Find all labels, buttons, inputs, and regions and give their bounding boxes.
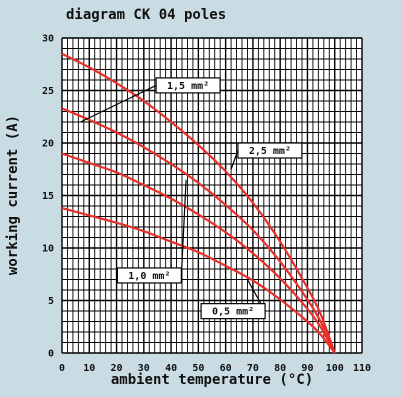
x-tick-label: 10 xyxy=(83,363,95,374)
annotation-box xyxy=(116,267,182,284)
x-tick-label: 100 xyxy=(326,363,344,374)
x-tick-label: 50 xyxy=(192,363,204,374)
annotation-leader-line xyxy=(180,179,187,276)
series-line-2 xyxy=(61,107,336,354)
annotation-leader-line xyxy=(230,150,239,170)
x-tick-label: 60 xyxy=(220,363,232,374)
series-label-2: 2,5 mm² xyxy=(249,146,291,157)
x-tick-label: 20 xyxy=(111,363,123,374)
y-tick-label: 10 xyxy=(42,244,54,255)
annotation-box xyxy=(237,142,303,159)
chart-title: diagram CK 04 poles xyxy=(66,7,227,23)
x-tick-label: 70 xyxy=(247,363,259,374)
series-line-3 xyxy=(61,152,336,354)
x-tick-label: 0 xyxy=(59,363,65,374)
y-tick-label: 25 xyxy=(42,86,54,97)
x-tick-label: 30 xyxy=(138,363,150,374)
y-tick-label: 15 xyxy=(42,191,54,202)
y-tick-label: 5 xyxy=(48,296,54,307)
series-label-4: 0,5 mm² xyxy=(212,307,254,318)
x-tick-label: 80 xyxy=(274,363,286,374)
series-line-1 xyxy=(61,52,336,354)
y-tick-label: 20 xyxy=(42,139,54,150)
x-tick-label: 110 xyxy=(353,363,371,374)
series-line-4 xyxy=(61,207,336,354)
annotation-box xyxy=(155,77,221,94)
y-tick-label: 0 xyxy=(48,349,54,360)
series-label-1: 1,5 mm² xyxy=(167,81,209,92)
annotation-box xyxy=(200,303,266,320)
x-axis-label: ambient temperature (°C) xyxy=(110,372,314,388)
series-label-3: 1,0 mm² xyxy=(128,271,170,282)
annotation-leader-line xyxy=(80,84,157,123)
y-tick-label: 30 xyxy=(42,34,54,45)
x-tick-label: 40 xyxy=(165,363,177,374)
x-tick-label: 90 xyxy=(301,363,313,374)
